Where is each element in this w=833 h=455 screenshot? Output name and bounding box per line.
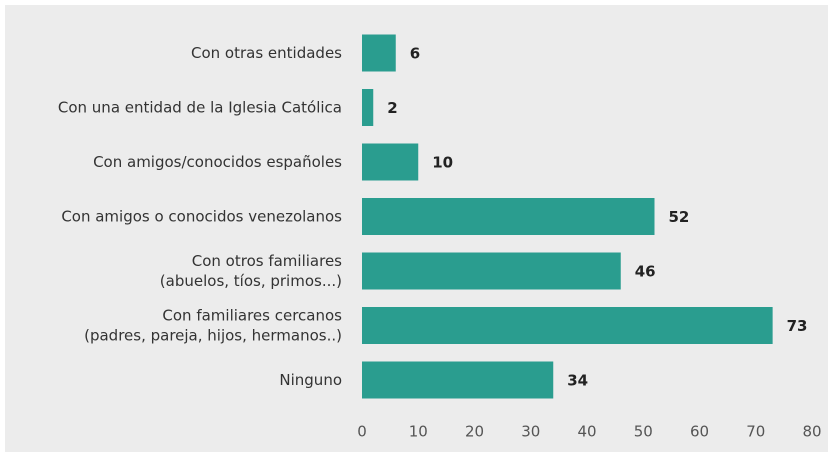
x-tick-label: 20 [465, 423, 484, 441]
y-tick-label: Con otros familiares (abuelos, tíos, prim… [160, 252, 342, 290]
value-label: 34 [567, 372, 588, 390]
value-label: 2 [387, 99, 397, 117]
x-tick-label: 70 [746, 423, 765, 441]
y-tick-label: Con otras entidades [191, 44, 342, 62]
x-tick-label: 50 [634, 423, 653, 441]
bar [362, 143, 419, 181]
y-tick-label: Con amigos/conocidos españoles [93, 153, 342, 171]
y-tick-label: Con familiares cercanos (padres, pareja, … [84, 306, 342, 344]
x-tick-label: 40 [577, 423, 596, 441]
x-tick-label: 0 [357, 423, 367, 441]
y-tick-label: Con amigos o conocidos venezolanos [61, 207, 342, 225]
bar [362, 34, 396, 72]
value-label: 52 [669, 208, 690, 226]
bar [362, 361, 554, 399]
value-label: 73 [787, 317, 808, 335]
bar [362, 198, 655, 235]
value-label: 6 [410, 45, 420, 63]
value-label: 46 [635, 263, 656, 281]
y-tick-label: Ninguno [279, 371, 342, 389]
x-tick-label: 60 [690, 423, 709, 441]
x-tick-label: 10 [409, 423, 428, 441]
y-tick-label: Con una entidad de la Iglesia Católica [58, 98, 342, 116]
value-label: 10 [432, 154, 453, 172]
bar [362, 89, 374, 126]
bar [362, 307, 773, 344]
bar [362, 252, 621, 290]
x-tick-label: 30 [521, 423, 540, 441]
x-tick-label: 80 [802, 423, 821, 441]
